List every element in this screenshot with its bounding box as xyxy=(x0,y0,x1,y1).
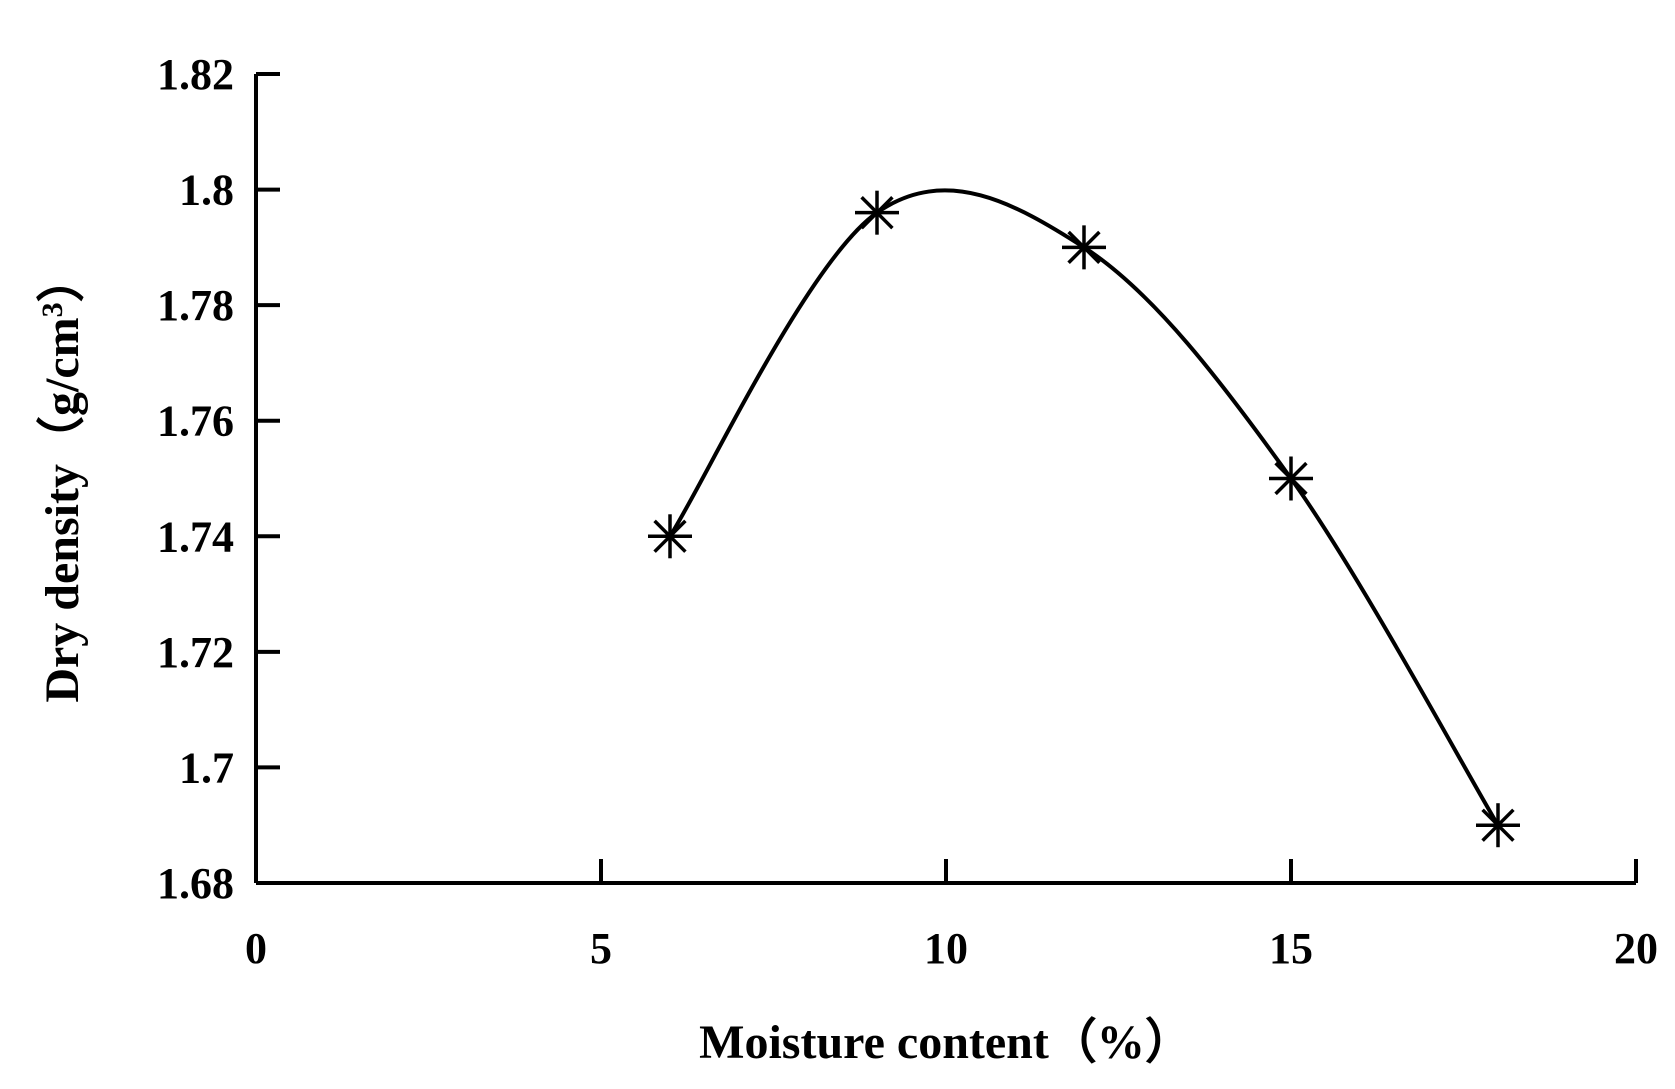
axes xyxy=(254,74,1636,885)
series-line xyxy=(668,188,1500,827)
x-tick-label: 15 xyxy=(1269,924,1313,973)
y-tick-label: 1.7 xyxy=(179,743,234,792)
y-tick-label: 1.8 xyxy=(179,166,234,215)
y-tick-label: 1.76 xyxy=(157,397,234,446)
y-axis-title: Dry density（g/cm3） xyxy=(36,254,90,702)
y-tick-label: 1.82 xyxy=(157,50,234,99)
x-tick-label: 5 xyxy=(590,924,612,973)
data-point-marker xyxy=(1269,456,1313,501)
data-point-marker xyxy=(1476,803,1520,848)
y-axis-title-end: ） xyxy=(36,254,89,302)
x-tick-label: 20 xyxy=(1614,924,1658,973)
x-tick-label: 0 xyxy=(245,924,267,973)
markers xyxy=(648,190,1520,848)
data-point-marker xyxy=(855,190,899,235)
y-tick-label: 1.74 xyxy=(157,512,234,561)
y-tick-label: 1.68 xyxy=(157,859,234,908)
x-axis-title: Moisture content（%） xyxy=(699,1016,1193,1069)
data-point-marker xyxy=(648,514,692,559)
y-tick-label: 1.72 xyxy=(157,628,234,677)
ticks: 1.68 1.7 1.72 1.74 1.76 1.78 1.8 1.82 0 5 10 15 20 xyxy=(157,50,1658,973)
x-tick-label: 10 xyxy=(924,924,968,973)
y-axis-title-main: Dry density（g/cm xyxy=(36,317,89,702)
y-axis-title-superscript: 3 xyxy=(36,302,69,317)
data-point-marker xyxy=(1062,225,1106,270)
y-tick-label: 1.78 xyxy=(157,281,234,330)
